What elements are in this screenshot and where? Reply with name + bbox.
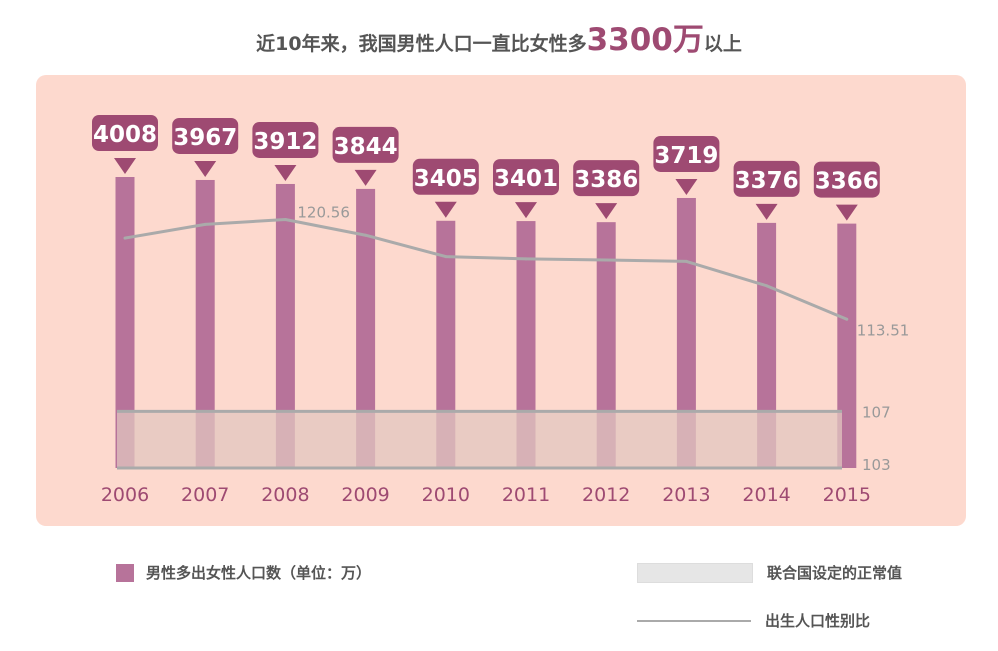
value-label-box xyxy=(172,117,239,154)
value-label-2013: 3719 xyxy=(653,135,720,195)
value-label-2008: 3912 xyxy=(252,121,319,181)
legend-line: 出生人口性别比 xyxy=(637,610,870,631)
ratio-point-2012 xyxy=(604,258,608,262)
ratio-point-2008 xyxy=(283,218,287,222)
value-label-pointer xyxy=(114,158,136,174)
x-tick-2015: 2015 xyxy=(823,484,871,506)
value-label-text: 3967 xyxy=(173,125,237,151)
value-label-text: 3912 xyxy=(253,129,317,155)
value-label-2007: 3967 xyxy=(172,117,239,177)
value-label-box xyxy=(493,159,559,196)
value-label-2012: 3386 xyxy=(573,160,640,220)
value-label-2015: 3366 xyxy=(813,161,880,221)
legend-band: 联合国设定的正常值 xyxy=(637,562,902,583)
x-tick-2011: 2011 xyxy=(502,484,550,506)
title-text-before: 近10年来，我国男性人口一直比女性多 xyxy=(256,33,587,55)
ratio-points xyxy=(123,218,849,321)
value-label-pointer xyxy=(835,204,858,221)
ratio-label-2015: 113.51 xyxy=(857,321,910,339)
legend-band-label: 联合国设定的正常值 xyxy=(767,564,903,582)
ratio-point-2007 xyxy=(203,222,207,226)
ratio-line xyxy=(124,218,848,321)
legend-bar-swatch xyxy=(116,563,134,582)
x-tick-2014: 2014 xyxy=(742,484,790,506)
title-text-after: 以上 xyxy=(703,33,742,55)
ratio-label-2008: 120.56 xyxy=(297,204,350,222)
bar-2013 xyxy=(676,197,696,468)
bar-2012 xyxy=(596,222,616,468)
x-tick-2009: 2009 xyxy=(341,484,389,506)
x-tick-2012: 2012 xyxy=(582,484,630,506)
bar-2006 xyxy=(115,177,135,468)
bar-2008 xyxy=(275,183,295,468)
value-label-pointer xyxy=(274,164,297,181)
value-label-box xyxy=(813,161,880,198)
x-tick-2013: 2013 xyxy=(662,484,710,506)
legend-line-label: 出生人口性别比 xyxy=(765,612,871,630)
value-label-2009: 3844 xyxy=(332,126,399,186)
bar-2015 xyxy=(837,223,857,468)
value-label-text: 4008 xyxy=(93,122,157,148)
legend-line-swatch xyxy=(637,619,751,622)
value-label-text: 3366 xyxy=(815,169,879,195)
x-tick-2010: 2010 xyxy=(422,484,470,506)
value-label-2014: 3376 xyxy=(733,160,800,220)
value-label-pointer xyxy=(595,203,618,220)
ratio-point-2013 xyxy=(684,259,688,263)
value-label-pointer xyxy=(755,203,778,220)
value-label-text: 3386 xyxy=(574,167,638,193)
bar-2007 xyxy=(195,179,215,468)
x-tick-2007: 2007 xyxy=(181,484,229,506)
chart-svg: 107 103 120.56 113.51 4008 3967 3912 3844 3405 34… xyxy=(92,115,910,506)
value-label-pointer xyxy=(515,202,537,219)
value-label-text: 3844 xyxy=(334,134,398,160)
value-label-box xyxy=(332,126,399,163)
bar-2011 xyxy=(516,221,536,468)
x-tick-2008: 2008 xyxy=(261,484,309,506)
legend-bar-label: 男性多出女性人口数（单位：万） xyxy=(146,564,372,582)
value-label-2011: 3401 xyxy=(493,159,559,219)
x-tick-2006: 2006 xyxy=(101,484,149,506)
ratio-point-2011 xyxy=(524,257,528,261)
value-label-box xyxy=(92,115,158,151)
normal-range-band xyxy=(117,411,842,468)
chart-title: 近10年来，我国男性人口一直比女性多3300万以上 xyxy=(0,14,998,59)
chart-panel: 107 103 120.56 113.51 4008 3967 3912 3844 3405 34… xyxy=(36,75,966,526)
ratio-point-2015 xyxy=(845,317,849,321)
legend-band-swatch xyxy=(637,562,753,583)
value-label-2010: 3405 xyxy=(412,158,479,218)
value-label-pointer xyxy=(194,160,217,177)
value-label-pointer xyxy=(354,169,377,186)
value-label-box xyxy=(653,135,720,172)
value-label-pointer xyxy=(434,201,457,218)
value-label-box xyxy=(573,160,640,197)
ratio-point-2014 xyxy=(765,284,769,288)
normal-range-high-label: 107 xyxy=(862,403,891,421)
value-label-box xyxy=(733,160,800,197)
value-label-text: 3376 xyxy=(735,168,799,194)
value-label-pointer xyxy=(675,178,698,195)
value-label-text: 3405 xyxy=(414,166,478,192)
value-label-text: 3401 xyxy=(494,166,558,192)
bar-2010 xyxy=(436,220,456,468)
normal-range-low-label: 103 xyxy=(862,456,891,474)
value-label-2006: 4008 xyxy=(92,115,158,174)
value-label-text: 3719 xyxy=(654,143,718,169)
value-label-box xyxy=(252,121,319,158)
title-highlight: 3300万 xyxy=(586,22,704,58)
ratio-point-2009 xyxy=(364,233,368,237)
legend-bar: 男性多出女性人口数（单位：万） xyxy=(116,562,371,583)
value-label-box xyxy=(412,158,479,195)
bar-2009 xyxy=(356,188,376,468)
ratio-point-2010 xyxy=(444,255,448,259)
ratio-point-2006 xyxy=(123,236,127,240)
